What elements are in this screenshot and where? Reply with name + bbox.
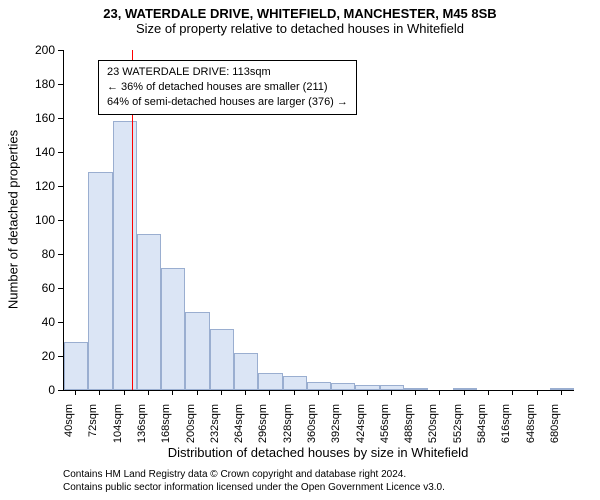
y-tick-mark (58, 288, 63, 289)
x-tick-label: 552sqm (452, 404, 464, 449)
annotation-line: 23 WATERDALE DRIVE: 113sqm (107, 65, 348, 80)
x-tick-label: 264sqm (233, 404, 245, 449)
histogram-bar (453, 388, 477, 390)
x-tick-mark (197, 390, 198, 395)
y-axis-label: Number of detached properties (6, 110, 21, 330)
x-tick-label: 488sqm (403, 404, 415, 449)
histogram-bar (185, 312, 209, 390)
x-tick-mark (148, 390, 149, 395)
y-tick-mark (58, 322, 63, 323)
x-tick-mark (172, 390, 173, 395)
y-tick-mark (58, 390, 63, 391)
y-tick-mark (58, 118, 63, 119)
x-tick-label: 104sqm (112, 404, 124, 449)
y-tick-label: 180 (25, 77, 55, 91)
y-tick-label: 20 (25, 349, 55, 363)
y-tick-label: 200 (25, 43, 55, 57)
x-tick-label: 168sqm (160, 404, 172, 449)
y-tick-label: 80 (25, 247, 55, 261)
chart-title-main: 23, WATERDALE DRIVE, WHITEFIELD, MANCHES… (0, 0, 600, 21)
y-tick-mark (58, 220, 63, 221)
y-tick-mark (58, 186, 63, 187)
histogram-bar (234, 353, 258, 390)
credits-line-1: Contains HM Land Registry data © Crown c… (63, 468, 445, 481)
x-tick-label: 72sqm (87, 404, 99, 449)
y-tick-label: 40 (25, 315, 55, 329)
y-tick-label: 0 (25, 383, 55, 397)
x-tick-label: 40sqm (63, 404, 75, 449)
histogram-bar (258, 373, 282, 390)
x-tick-mark (294, 390, 295, 395)
y-tick-label: 160 (25, 111, 55, 125)
x-tick-label: 136sqm (136, 404, 148, 449)
x-tick-label: 328sqm (282, 404, 294, 449)
y-tick-label: 140 (25, 145, 55, 159)
x-tick-mark (391, 390, 392, 395)
chart-title-sub: Size of property relative to detached ho… (0, 21, 600, 36)
annotation-line: 64% of semi-detached houses are larger (… (107, 95, 348, 110)
annotation-line: ← 36% of detached houses are smaller (21… (107, 80, 348, 95)
x-tick-mark (439, 390, 440, 395)
x-tick-mark (318, 390, 319, 395)
y-tick-mark (58, 254, 63, 255)
x-tick-label: 392sqm (330, 404, 342, 449)
histogram-bar (404, 388, 428, 390)
x-tick-mark (415, 390, 416, 395)
x-tick-label: 424sqm (355, 404, 367, 449)
y-tick-label: 60 (25, 281, 55, 295)
x-tick-label: 200sqm (185, 404, 197, 449)
x-tick-mark (221, 390, 222, 395)
x-tick-label: 584sqm (476, 404, 488, 449)
histogram-bar (64, 342, 88, 390)
histogram-bar (355, 385, 379, 390)
x-tick-label: 648sqm (525, 404, 537, 449)
y-tick-mark (58, 50, 63, 51)
histogram-bar (550, 388, 574, 390)
x-tick-mark (488, 390, 489, 395)
x-tick-mark (464, 390, 465, 395)
x-tick-label: 680sqm (549, 404, 561, 449)
x-tick-mark (99, 390, 100, 395)
y-tick-label: 120 (25, 179, 55, 193)
y-tick-label: 100 (25, 213, 55, 227)
x-tick-label: 616sqm (500, 404, 512, 449)
x-tick-mark (367, 390, 368, 395)
histogram-bar (161, 268, 185, 390)
x-tick-label: 232sqm (209, 404, 221, 449)
histogram-bar (113, 121, 137, 390)
histogram-bar (331, 383, 355, 390)
credits: Contains HM Land Registry data © Crown c… (63, 468, 445, 494)
y-tick-mark (58, 356, 63, 357)
x-tick-mark (124, 390, 125, 395)
x-tick-label: 456sqm (379, 404, 391, 449)
x-tick-mark (342, 390, 343, 395)
histogram-bar (137, 234, 161, 390)
histogram-bar (210, 329, 234, 390)
x-tick-label: 296sqm (257, 404, 269, 449)
x-tick-label: 360sqm (306, 404, 318, 449)
x-tick-mark (537, 390, 538, 395)
x-tick-mark (269, 390, 270, 395)
x-tick-label: 520sqm (427, 404, 439, 449)
histogram-bar (307, 382, 331, 391)
histogram-bar (380, 385, 404, 390)
histogram-bar (283, 376, 307, 390)
credits-line-2: Contains public sector information licen… (63, 481, 445, 494)
x-tick-mark (561, 390, 562, 395)
annotation-box: 23 WATERDALE DRIVE: 113sqm← 36% of detac… (98, 60, 357, 115)
y-tick-mark (58, 152, 63, 153)
y-tick-mark (58, 84, 63, 85)
x-tick-mark (75, 390, 76, 395)
histogram-bar (88, 172, 112, 390)
x-tick-mark (245, 390, 246, 395)
x-tick-mark (512, 390, 513, 395)
